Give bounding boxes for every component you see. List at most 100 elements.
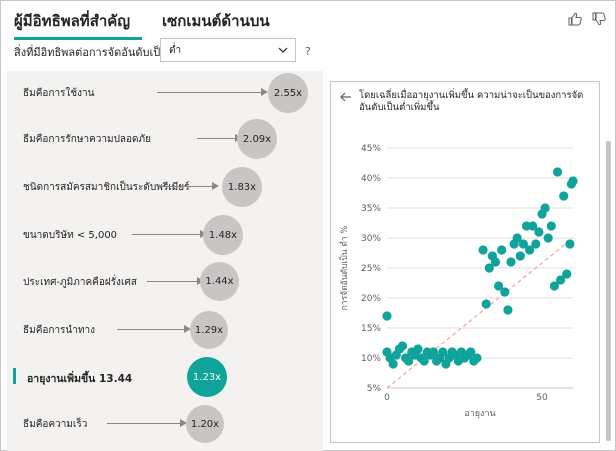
influencer-arrow-line <box>157 92 261 93</box>
detail-description: โดยเฉลี่ยเมื่ออายุงานเพิ่มขึ้น ความน่าจะ… <box>359 90 584 113</box>
influencer-arrow-line <box>117 329 184 330</box>
y-tick-label: 25% <box>361 264 381 274</box>
data-point <box>382 311 392 321</box>
data-point <box>559 191 569 201</box>
influencer-bubble: 1.20x <box>186 405 224 443</box>
influencer-label: ธีมคือการรักษาความปลอดภัย <box>23 134 152 145</box>
x-tick-label: 50 <box>536 393 548 403</box>
y-tick-label: 45% <box>361 144 381 154</box>
scatter-chart: 5% 10% 15% 20% 25% 30% 35% 40% 45% 0 50 การจัดอัน… <box>338 144 578 419</box>
influencer-arrow-line <box>132 234 200 235</box>
data-point <box>534 227 544 237</box>
tab-key-influencers[interactable]: ผู้มีอิทธิพลที่สำคัญ <box>14 9 142 40</box>
data-point <box>503 305 513 315</box>
y-tick-label: 20% <box>361 294 381 304</box>
influencer-row[interactable]: ธีมคือความเร็ว 1.20x <box>7 402 323 446</box>
influencer-label: อายุงานเพิ่มขึ้น 13.44 <box>27 373 133 385</box>
influencer-label: ประเทศ-ภูมิภาคคือฝรั่งเศส <box>23 277 137 288</box>
data-point <box>568 176 578 186</box>
influencer-row[interactable]: ธีมคือการนำทาง 1.29x <box>7 308 323 352</box>
influencer-label: ธีมคือการใช้งาน <box>23 88 95 99</box>
data-point <box>518 239 528 249</box>
data-point <box>490 257 501 267</box>
y-axis-ticks: 5% 10% 15% 20% 25% 30% 35% 40% 45% <box>361 144 381 394</box>
data-point <box>472 353 482 363</box>
data-point <box>494 281 504 291</box>
selection-indicator <box>13 368 16 384</box>
trend-line <box>386 237 574 389</box>
y-tick-label: 30% <box>361 234 381 244</box>
data-point <box>525 245 535 255</box>
influencer-row-selected[interactable]: อายุงานเพิ่มขึ้น 13.44 1.23x <box>7 355 323 399</box>
arrowhead-icon <box>184 325 191 333</box>
data-point <box>543 233 553 243</box>
influencer-bubble: 1.29x <box>190 311 228 349</box>
influencer-label: ขนาดบริษัท < 5,000 <box>23 230 118 241</box>
influencer-arrow-line <box>107 423 180 424</box>
influencer-bubble: 2.55x <box>268 73 308 113</box>
data-point <box>549 281 559 291</box>
data-point <box>515 251 525 261</box>
data-point <box>478 245 488 255</box>
rating-dropdown[interactable]: ต่ำ <box>160 38 296 62</box>
y-tick-label: 40% <box>361 174 381 184</box>
data-point <box>528 221 538 231</box>
detail-panel: โดยเฉลี่ยเมื่ออายุงานเพิ่มขึ้น ความน่าจะ… <box>330 81 600 443</box>
influencer-bubble: 1.23x <box>187 357 227 397</box>
influencer-label: ธีมคือความเร็ว <box>23 419 88 430</box>
influencer-label: ชนิดการสมัครสมาชิกเป็นระดับพรีเมียร์ <box>23 182 190 193</box>
x-tick-label: 0 <box>384 393 390 403</box>
dropdown-value: ต่ำ <box>169 44 182 56</box>
data-point <box>466 347 476 357</box>
data-point <box>500 287 510 297</box>
influencer-label: ธีมคือการนำทาง <box>23 325 95 336</box>
influencer-row[interactable]: ชนิดการสมัครสมาชิกเป็นระดับพรีเมียร์ 1.8… <box>7 165 323 209</box>
arrow-left-icon[interactable] <box>339 90 353 104</box>
y-tick-label: 35% <box>361 204 381 214</box>
data-points <box>382 167 578 369</box>
data-point <box>552 167 563 177</box>
data-point <box>497 245 507 255</box>
data-point <box>413 344 423 354</box>
feedback-icons <box>567 11 607 27</box>
data-point <box>546 221 556 231</box>
y-tick-label: 10% <box>361 354 381 364</box>
influencer-row[interactable]: ขนาดบริษัท < 5,000 1.48x <box>7 213 323 257</box>
x-axis-ticks: 0 50 <box>384 393 548 403</box>
data-point <box>388 359 398 369</box>
influencer-arrow-line <box>157 186 212 187</box>
influencer-bubble: 1.48x <box>203 215 243 255</box>
thumbs-down-icon[interactable] <box>591 11 607 27</box>
data-point <box>562 269 572 279</box>
chevron-down-icon <box>278 47 288 53</box>
y-tick-label: 15% <box>361 324 381 334</box>
data-point <box>565 239 575 249</box>
influencer-arrow-line <box>197 138 235 139</box>
data-point <box>506 257 516 267</box>
scrollbar[interactable] <box>606 141 611 441</box>
data-point <box>556 275 566 285</box>
y-axis-label: การจัดอันดับเป็น ต่ำ % <box>338 226 350 311</box>
data-point <box>540 203 550 213</box>
influencer-list: ธีมคือการใช้งาน 2.55x ธีมคือการรักษาความ… <box>7 71 323 451</box>
arrowhead-icon <box>261 88 268 96</box>
influencer-row[interactable]: ประเทศ-ภูมิภาคคือฝรั่งเศส 1.44x <box>7 260 323 304</box>
data-point <box>419 356 429 366</box>
filter-row: สิ่งที่มีอิทธิพลต่อการจัดอันดับเป็น ต่ำ … <box>14 38 311 62</box>
data-point <box>481 299 491 309</box>
data-point <box>404 356 414 366</box>
tab-top-segments[interactable]: เซกเมนต์ด้านบน <box>162 12 270 30</box>
thumbs-up-icon[interactable] <box>567 11 583 27</box>
influencer-bubble: 1.44x <box>200 262 239 301</box>
filter-label: สิ่งที่มีอิทธิพลต่อการจัดอันดับเป็น <box>14 46 168 59</box>
data-point <box>512 233 522 243</box>
help-icon[interactable]: ? <box>305 45 311 58</box>
y-tick-label: 5% <box>367 384 382 394</box>
influencer-row[interactable]: ธีมคือการรักษาความปลอดภัย 2.09x <box>7 117 323 161</box>
influencer-row[interactable]: ธีมคือการใช้งาน 2.55x <box>7 71 323 115</box>
data-point <box>484 263 494 273</box>
chart-grid <box>387 147 573 389</box>
data-point <box>428 347 439 357</box>
influencer-bubble: 2.09x <box>237 119 277 159</box>
